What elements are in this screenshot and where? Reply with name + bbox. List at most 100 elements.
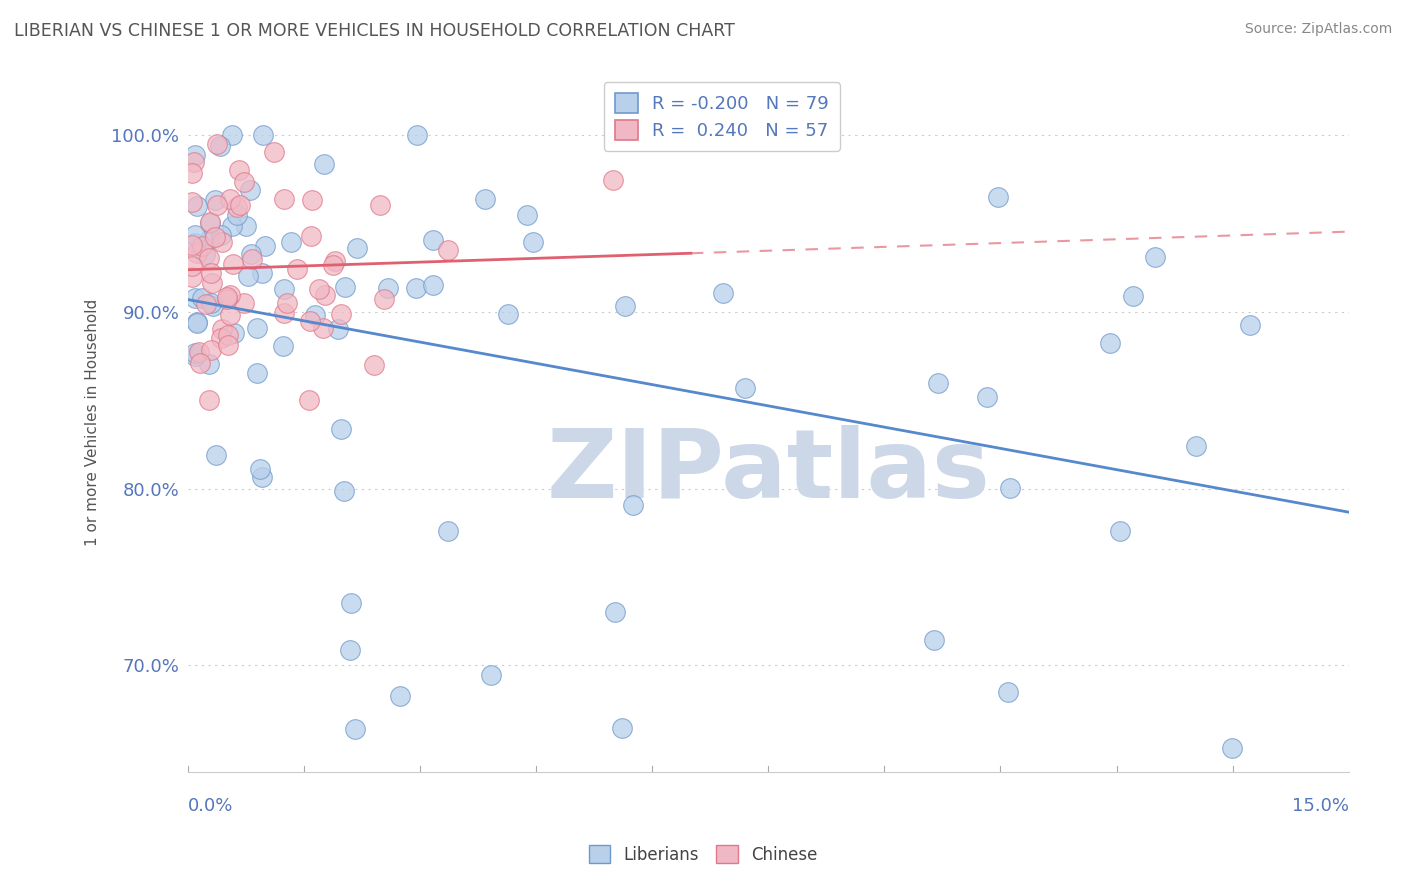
- Legend: Liberians, Chinese: Liberians, Chinese: [582, 838, 824, 871]
- Point: [346, 241, 368, 255]
- Point: [180, 270, 202, 285]
- Text: 0.0%: 0.0%: [188, 797, 233, 814]
- Point: [304, 309, 326, 323]
- Point: [209, 228, 232, 243]
- Point: [370, 198, 392, 212]
- Point: [200, 343, 222, 357]
- Point: [340, 596, 363, 610]
- Point: [219, 309, 242, 323]
- Point: [246, 366, 269, 380]
- Point: [339, 642, 361, 657]
- Point: [1184, 440, 1206, 454]
- Point: [1122, 289, 1144, 303]
- Point: [228, 163, 250, 178]
- Point: [308, 282, 330, 296]
- Point: [240, 247, 263, 261]
- Point: [224, 326, 246, 340]
- Point: [405, 281, 427, 295]
- Text: 15.0%: 15.0%: [1292, 797, 1348, 814]
- Point: [211, 322, 233, 336]
- Point: [198, 357, 221, 371]
- Point: [180, 237, 202, 252]
- Point: [184, 227, 207, 242]
- Point: [496, 307, 519, 321]
- Point: [280, 235, 302, 249]
- Point: [233, 296, 256, 310]
- Point: [312, 320, 335, 334]
- Point: [198, 251, 221, 265]
- Point: [276, 296, 298, 310]
- Point: [252, 469, 274, 483]
- Point: [263, 145, 285, 159]
- Point: [273, 282, 295, 296]
- Point: [254, 238, 277, 252]
- Point: [198, 232, 221, 246]
- Point: [205, 448, 228, 462]
- Point: [711, 285, 734, 300]
- Point: [273, 306, 295, 320]
- Point: [186, 198, 208, 212]
- Point: [215, 290, 238, 304]
- Point: [187, 345, 209, 359]
- Point: [240, 252, 263, 266]
- Point: [207, 197, 229, 211]
- Point: [184, 345, 207, 359]
- Point: [298, 393, 321, 408]
- Point: [252, 128, 274, 142]
- Y-axis label: 1 or more Vehicles in Household: 1 or more Vehicles in Household: [86, 299, 100, 546]
- Point: [927, 376, 949, 390]
- Point: [184, 236, 207, 251]
- Point: [211, 235, 233, 249]
- Point: [217, 338, 239, 352]
- Point: [987, 190, 1010, 204]
- Point: [344, 722, 367, 736]
- Point: [1109, 524, 1132, 539]
- Point: [436, 243, 458, 257]
- Point: [205, 137, 228, 152]
- Point: [184, 349, 207, 363]
- Point: [198, 393, 221, 408]
- Point: [301, 193, 323, 207]
- Point: [217, 327, 239, 342]
- Point: [333, 280, 356, 294]
- Point: [373, 292, 395, 306]
- Point: [186, 246, 208, 260]
- Point: [186, 316, 208, 330]
- Point: [204, 193, 226, 207]
- Point: [204, 229, 226, 244]
- Point: [200, 215, 222, 229]
- Text: Source: ZipAtlas.com: Source: ZipAtlas.com: [1244, 22, 1392, 37]
- Point: [406, 128, 429, 143]
- Point: [299, 313, 322, 327]
- Point: [221, 128, 243, 142]
- Point: [1239, 318, 1261, 332]
- Text: LIBERIAN VS CHINESE 1 OR MORE VEHICLES IN HOUSEHOLD CORRELATION CHART: LIBERIAN VS CHINESE 1 OR MORE VEHICLES I…: [14, 22, 735, 40]
- Point: [522, 235, 544, 249]
- Point: [186, 316, 208, 330]
- Point: [198, 216, 221, 230]
- Point: [246, 321, 269, 335]
- Legend: R = -0.200   N = 79, R =  0.240   N = 57: R = -0.200 N = 79, R = 0.240 N = 57: [603, 82, 839, 151]
- Point: [273, 192, 295, 206]
- Point: [976, 390, 998, 404]
- Point: [314, 157, 336, 171]
- Point: [201, 276, 224, 290]
- Point: [922, 633, 945, 648]
- Point: [209, 331, 232, 345]
- Point: [603, 605, 626, 619]
- Point: [479, 668, 502, 682]
- Point: [249, 462, 271, 476]
- Point: [180, 259, 202, 273]
- Point: [180, 194, 202, 209]
- Point: [219, 192, 242, 206]
- Point: [191, 291, 214, 305]
- Point: [232, 175, 254, 189]
- Point: [200, 266, 222, 280]
- Point: [180, 165, 202, 179]
- Point: [516, 208, 538, 222]
- Point: [326, 322, 349, 336]
- Point: [217, 292, 239, 306]
- Point: [323, 254, 346, 268]
- Text: ZIPatlas: ZIPatlas: [547, 425, 990, 517]
- Point: [314, 287, 336, 301]
